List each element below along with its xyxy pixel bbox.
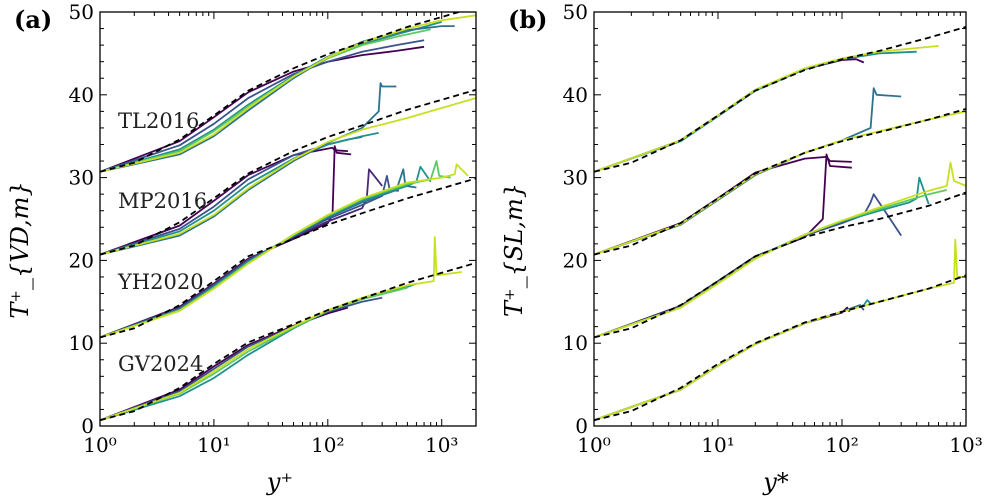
panel-a-curves bbox=[100, 12, 476, 422]
panel-b-xtick-label: 10⁰ bbox=[577, 433, 610, 457]
panel-a-ytick-label: 0 bbox=[81, 414, 94, 438]
panel-a-series-yh2020-5 bbox=[100, 160, 451, 339]
group-label-gv2024: GV2024 bbox=[118, 352, 203, 376]
panel-b-series-yh2020-4 bbox=[594, 161, 966, 339]
panel-a-xtick-label: 10⁰ bbox=[83, 433, 116, 457]
panel-b-ytick-label: 0 bbox=[575, 414, 588, 438]
panel-a-ticks: 0 10 20 30 40 50 10⁰ 10¹ 10² 10³ bbox=[69, 0, 477, 457]
panel-a-xtick-label: 10² bbox=[311, 433, 344, 457]
panel-a-plot-area bbox=[100, 12, 476, 422]
panel-b-xlabel: y* bbox=[762, 468, 789, 496]
panel-b-curves bbox=[594, 26, 966, 422]
panel-b-plot-area bbox=[594, 26, 966, 422]
panel-a: (a) y⁺ T⁺_{VD,m} 0 10 20 30 40 50 10⁰ 10¹ 10² 10³… bbox=[6, 0, 477, 496]
panel-b-ytick-label: 30 bbox=[563, 166, 588, 190]
panel-b-ylabel: T⁺_{SL,m} bbox=[500, 183, 528, 317]
panel-b-ytick-label: 10 bbox=[563, 331, 588, 355]
panel-b-series-mp2016-0 bbox=[594, 156, 852, 256]
panel-a-xlabel: y⁺ bbox=[266, 468, 293, 496]
panel-b-reference-mp2016 bbox=[594, 108, 966, 256]
panel-a-series-tl2016-2 bbox=[100, 21, 442, 173]
panel-b-xtick-label: 10³ bbox=[949, 433, 982, 457]
panel-a-label: (a) bbox=[14, 5, 52, 34]
panel-a-series-mp2016-4 bbox=[100, 97, 476, 256]
panel-a-reference-tl2016 bbox=[100, 12, 463, 173]
panel-b-series-yh2020-0 bbox=[594, 153, 852, 339]
group-label-tl2016: TL2016 bbox=[118, 109, 199, 133]
group-label-mp2016: MP2016 bbox=[118, 189, 207, 213]
panel-a-series-yh2020-6 bbox=[100, 163, 469, 339]
panel-b-ytick-label: 40 bbox=[563, 83, 588, 107]
panel-a-ytick-label: 10 bbox=[69, 331, 94, 355]
panel-a-ytick-label: 30 bbox=[69, 166, 94, 190]
panel-b-series-yh2020-3 bbox=[594, 189, 948, 339]
panel-a-xtick-label: 10¹ bbox=[197, 433, 230, 457]
panel-a-series-tl2016-5 bbox=[100, 14, 476, 173]
panel-b-series-gv2024-2 bbox=[594, 299, 872, 422]
panel-b-label: (b) bbox=[508, 5, 548, 34]
panel-b-series-mp2016-1 bbox=[594, 87, 902, 256]
panel-a-reference-yh2020 bbox=[100, 177, 476, 339]
panel-b-reference-tl2016 bbox=[594, 26, 966, 173]
panel-a-series-tl2016-1 bbox=[100, 39, 425, 173]
panel-b-ytick-label: 20 bbox=[563, 248, 588, 272]
panel-b-frame bbox=[593, 11, 967, 427]
panel-a-ytick-label: 20 bbox=[69, 248, 94, 272]
panel-a-frame bbox=[99, 11, 477, 427]
panel-b-series-tl2016-0 bbox=[594, 58, 865, 173]
panel-b-xtick-label: 10² bbox=[825, 433, 858, 457]
panel-b-ticks: 0 10 20 30 40 50 10⁰ 10¹ 10² 10³ bbox=[563, 0, 983, 457]
panel-a-series-tl2016-4 bbox=[100, 25, 455, 173]
panel-a-reference-mp2016 bbox=[100, 88, 476, 256]
panel-b-reference-yh2020 bbox=[594, 191, 966, 339]
panel-b-series-mp2016-2 bbox=[594, 110, 966, 256]
panel-b-ytick-label: 50 bbox=[563, 0, 588, 24]
group-label-yh2020: YH2020 bbox=[117, 270, 204, 294]
panel-b-series-gv2024-3 bbox=[594, 238, 966, 422]
panel-a-series-gv2024-0 bbox=[100, 306, 349, 422]
panel-a-series-tl2016-3 bbox=[100, 28, 431, 173]
panel-b-xtick-label: 10¹ bbox=[701, 433, 734, 457]
panel-a-reference-gv2024 bbox=[100, 262, 476, 422]
panel-a-series-tl2016-0 bbox=[100, 45, 425, 173]
panel-a-xtick-label: 10³ bbox=[425, 433, 458, 457]
panel-b-reference-gv2024 bbox=[594, 274, 966, 422]
panel-b-series-tl2016-2 bbox=[594, 45, 939, 173]
panel-a-ytick-label: 50 bbox=[69, 0, 94, 24]
panel-a-ylabel: T⁺_{VD,m} bbox=[6, 181, 34, 318]
panel-a-series-gv2024-1 bbox=[100, 296, 383, 422]
panel-a-ytick-label: 40 bbox=[69, 83, 94, 107]
panel-b: (b) y* T⁺_{SL,m} 0 10 20 30 40 50 10⁰ 10¹ 10² 10³ bbox=[500, 0, 983, 496]
panel-a-series-mp2016-2 bbox=[100, 132, 379, 256]
